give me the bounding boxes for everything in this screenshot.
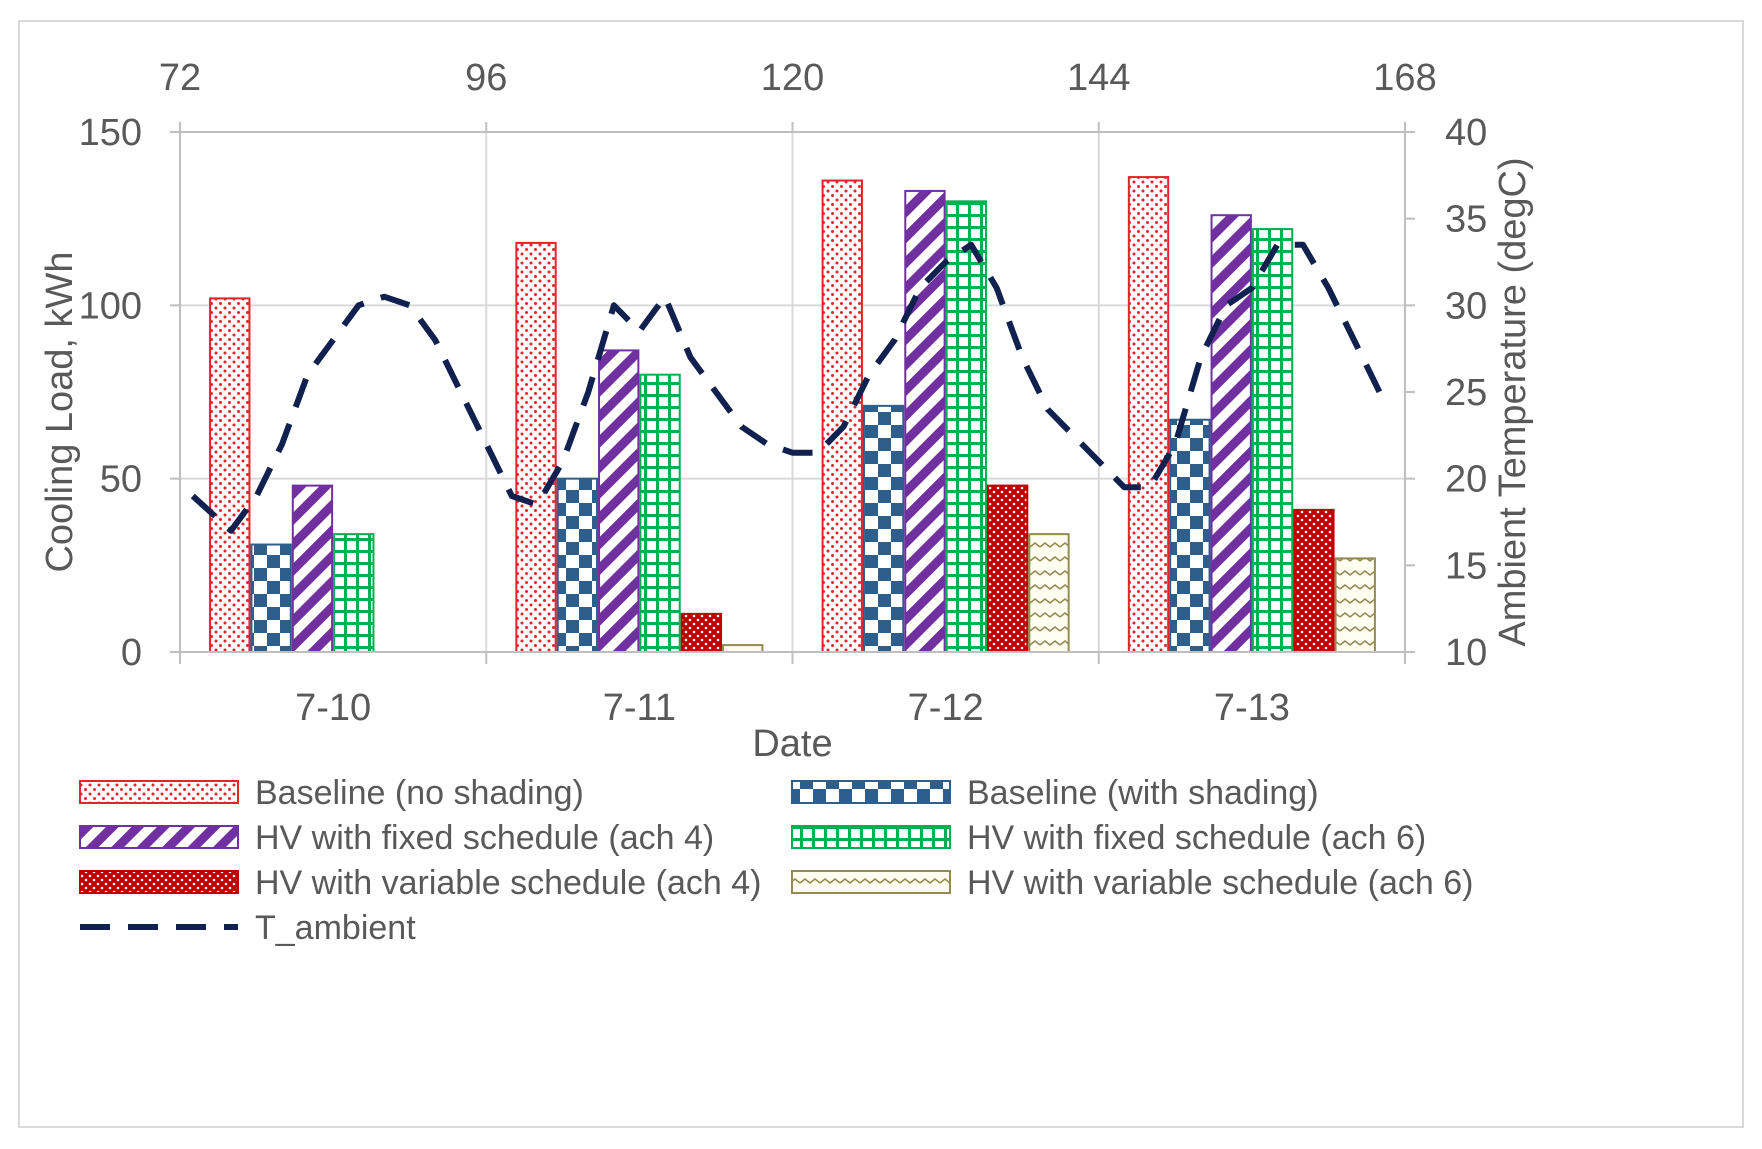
bar-wave-7-13 (1334, 557, 1376, 654)
legend: Baseline (no shading) Baseline (with shad… (79, 774, 1473, 947)
bar-dots-7-10 (209, 297, 251, 653)
axes (170, 122, 1415, 664)
legend-label: Baseline (no shading) (255, 774, 584, 812)
bar-grid-7-11 (639, 373, 681, 653)
legend-swatch (791, 825, 951, 849)
legend-swatch (79, 780, 239, 804)
y2-tick-label: 15 (1445, 545, 1487, 587)
bar-checker-7-13 (1169, 418, 1211, 653)
x2-tick-label: 120 (761, 57, 824, 99)
y-tick-label: 0 (121, 632, 142, 674)
bar-grid-7-10 (333, 533, 375, 654)
bar-dots-7-13 (1127, 176, 1170, 653)
y2-tick-label: 40 (1445, 112, 1487, 154)
y2-tick-label: 20 (1445, 459, 1487, 501)
legend-label: HV with variable schedule (ach 6) (967, 864, 1473, 902)
bar-wave-7-12 (1028, 533, 1070, 654)
x-tick-label: 7-11 (603, 687, 676, 729)
y2-tick-label: 35 (1445, 199, 1487, 241)
legend-swatch (791, 780, 951, 804)
temperature-line (190, 241, 1383, 534)
legend-swatch (79, 825, 239, 849)
legend-label: Baseline (with shading) (967, 774, 1319, 812)
x2-tick-label: 168 (1373, 57, 1436, 99)
x-tick-label: 7-13 (1214, 687, 1290, 729)
tick-labels: 0 50 100 150 10 15 20 25 30 35 40 72 96 120 144 168 7-10… (79, 57, 1488, 729)
bar-wave-7-11 (722, 644, 764, 653)
x2-tick-label: 96 (465, 57, 507, 99)
bars (209, 176, 1376, 654)
y2-axis-title: Ambient Temperature (degC) (1492, 157, 1534, 646)
x2-tick-label: 72 (159, 57, 201, 99)
bar-diagonal-7-13 (1210, 214, 1252, 653)
legend-swatch (791, 870, 951, 894)
bar-checker-7-11 (556, 477, 599, 653)
legend-label: HV with variable schedule (ach 4) (255, 864, 761, 902)
cooling-load-chart: 0 50 100 150 10 15 20 25 30 35 40 72 96 120 144 168 7-10… (39, 57, 1534, 947)
legend-label: HV with fixed schedule (ach 6) (967, 819, 1426, 857)
t-ambient-line (190, 241, 1383, 534)
bar-diagonal-7-11 (598, 349, 640, 653)
bar-grid-7-13 (1251, 228, 1294, 653)
bar-dots-7-12 (821, 179, 863, 654)
x-tick-label: 7-12 (908, 687, 984, 729)
bar-grid-7-12 (945, 200, 987, 653)
bar-checker-7-12 (862, 404, 905, 653)
y-tick-label: 50 (100, 459, 142, 501)
y-axis-title: Cooling Load, kWh (39, 251, 81, 572)
bar-diagonal-7-12 (904, 189, 946, 654)
x-tick-label: 7-10 (295, 687, 371, 729)
x-axis-title: Date (752, 723, 832, 765)
bar-crosshatch-7-13 (1293, 508, 1335, 653)
bar-crosshatch-7-11 (680, 612, 723, 653)
y2-tick-label: 10 (1445, 632, 1487, 674)
chart-frame: 0 50 100 150 10 15 20 25 30 35 40 72 96 120 144 168 7-10… (18, 20, 1744, 1128)
y-tick-label: 100 (79, 285, 142, 327)
y-tick-label: 150 (79, 112, 142, 154)
legend-label: HV with fixed schedule (ach 4) (255, 819, 714, 857)
y2-tick-label: 25 (1445, 372, 1487, 414)
legend-swatch (79, 870, 239, 894)
bar-crosshatch-7-12 (986, 484, 1029, 653)
x2-tick-label: 144 (1067, 57, 1130, 99)
bar-dots-7-11 (515, 241, 557, 654)
bar-checker-7-10 (250, 543, 292, 653)
legend-label: T_ambient (255, 909, 416, 947)
y2-tick-label: 30 (1445, 285, 1487, 327)
bar-diagonal-7-10 (291, 484, 334, 653)
